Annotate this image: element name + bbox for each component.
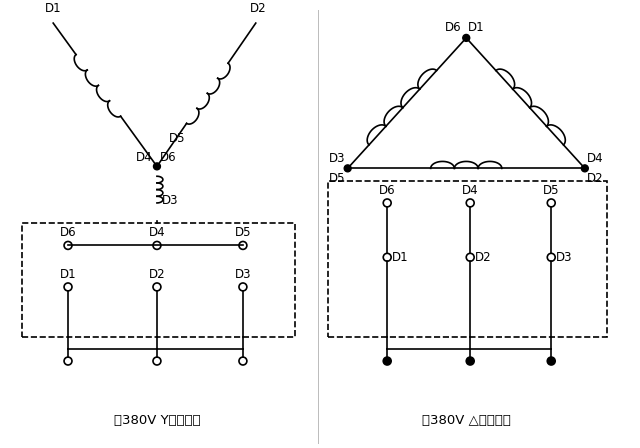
- Text: D6: D6: [160, 151, 177, 164]
- Circle shape: [463, 34, 470, 41]
- Text: D4: D4: [462, 184, 479, 197]
- Text: D1: D1: [468, 21, 485, 34]
- Text: D3: D3: [162, 194, 179, 207]
- Text: D4: D4: [148, 227, 165, 240]
- Text: D1: D1: [60, 268, 76, 281]
- Text: D6: D6: [60, 227, 76, 240]
- Circle shape: [547, 357, 555, 365]
- Circle shape: [383, 357, 391, 365]
- Text: D5: D5: [169, 132, 186, 145]
- Text: ～380V △形接线法: ～380V △形接线法: [422, 414, 511, 427]
- Text: D6: D6: [379, 184, 396, 197]
- Text: D2: D2: [475, 251, 492, 264]
- Text: D5: D5: [235, 227, 251, 240]
- Text: D3: D3: [235, 268, 251, 281]
- Text: D2: D2: [587, 172, 604, 185]
- Text: D4: D4: [587, 152, 604, 165]
- Circle shape: [344, 165, 351, 172]
- Text: D5: D5: [329, 172, 346, 185]
- Circle shape: [154, 163, 161, 170]
- Text: D3: D3: [556, 251, 573, 264]
- Text: ～380V Y形接线法: ～380V Y形接线法: [114, 414, 200, 427]
- Circle shape: [467, 357, 474, 365]
- Text: D3: D3: [329, 152, 346, 165]
- Text: D4: D4: [136, 151, 152, 164]
- Text: D1: D1: [392, 251, 409, 264]
- Circle shape: [581, 165, 588, 172]
- Text: D6: D6: [445, 21, 461, 34]
- Text: D5: D5: [543, 184, 559, 197]
- Text: D2: D2: [250, 2, 266, 15]
- Text: D1: D1: [45, 2, 61, 15]
- Text: D2: D2: [148, 268, 165, 281]
